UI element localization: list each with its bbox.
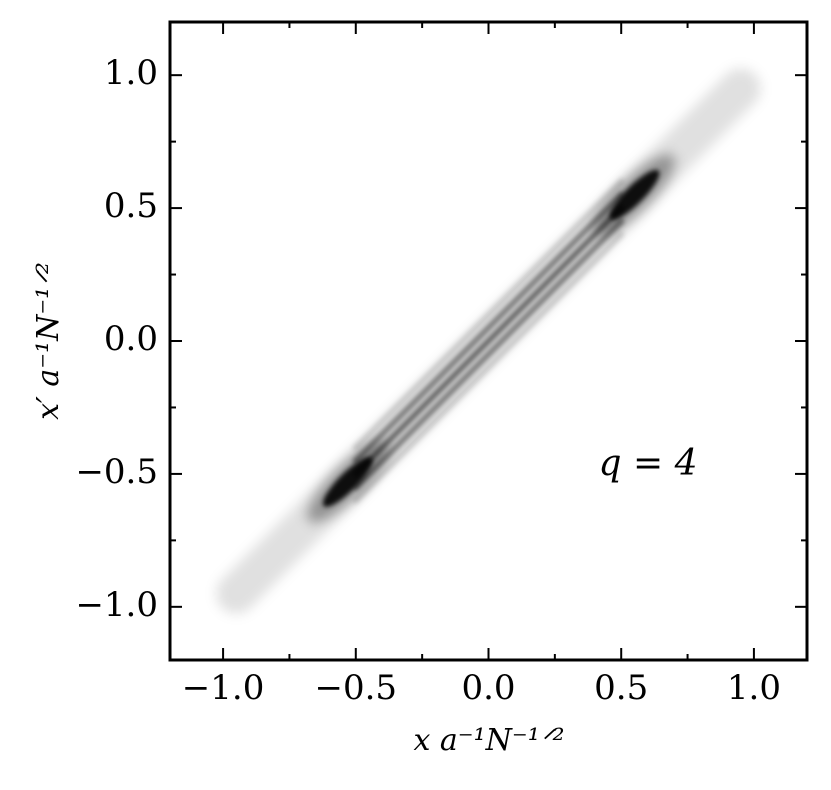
density-fringe — [352, 178, 625, 451]
x-tick-label: 0.0 — [461, 668, 515, 708]
x-tick-label: −1.0 — [182, 668, 265, 708]
y-tick-label: 0.5 — [104, 186, 158, 226]
x-tick-label: 0.5 — [594, 668, 648, 708]
density-fringe — [352, 191, 625, 464]
density-fringe — [352, 205, 625, 477]
density-fringe — [352, 231, 625, 504]
plot-area — [216, 68, 761, 614]
x-tick-label: 1.0 — [727, 668, 781, 708]
density-blob — [609, 169, 660, 220]
annotation: q = 4 — [599, 443, 698, 484]
y-tick-label: −1.0 — [75, 585, 158, 625]
y-tick-label: 1.0 — [104, 53, 158, 93]
density-fringe — [352, 218, 625, 491]
y-tick-label: −0.5 — [75, 452, 158, 492]
x-tick-label: −0.5 — [315, 668, 398, 708]
density-blob — [322, 457, 373, 507]
y-tick-label: 0.0 — [104, 319, 158, 359]
x-axis-label: x a⁻¹N⁻¹ᐟ² — [413, 723, 564, 758]
y-axis-label: x′ a⁻¹N⁻¹ᐟ² — [31, 262, 66, 420]
